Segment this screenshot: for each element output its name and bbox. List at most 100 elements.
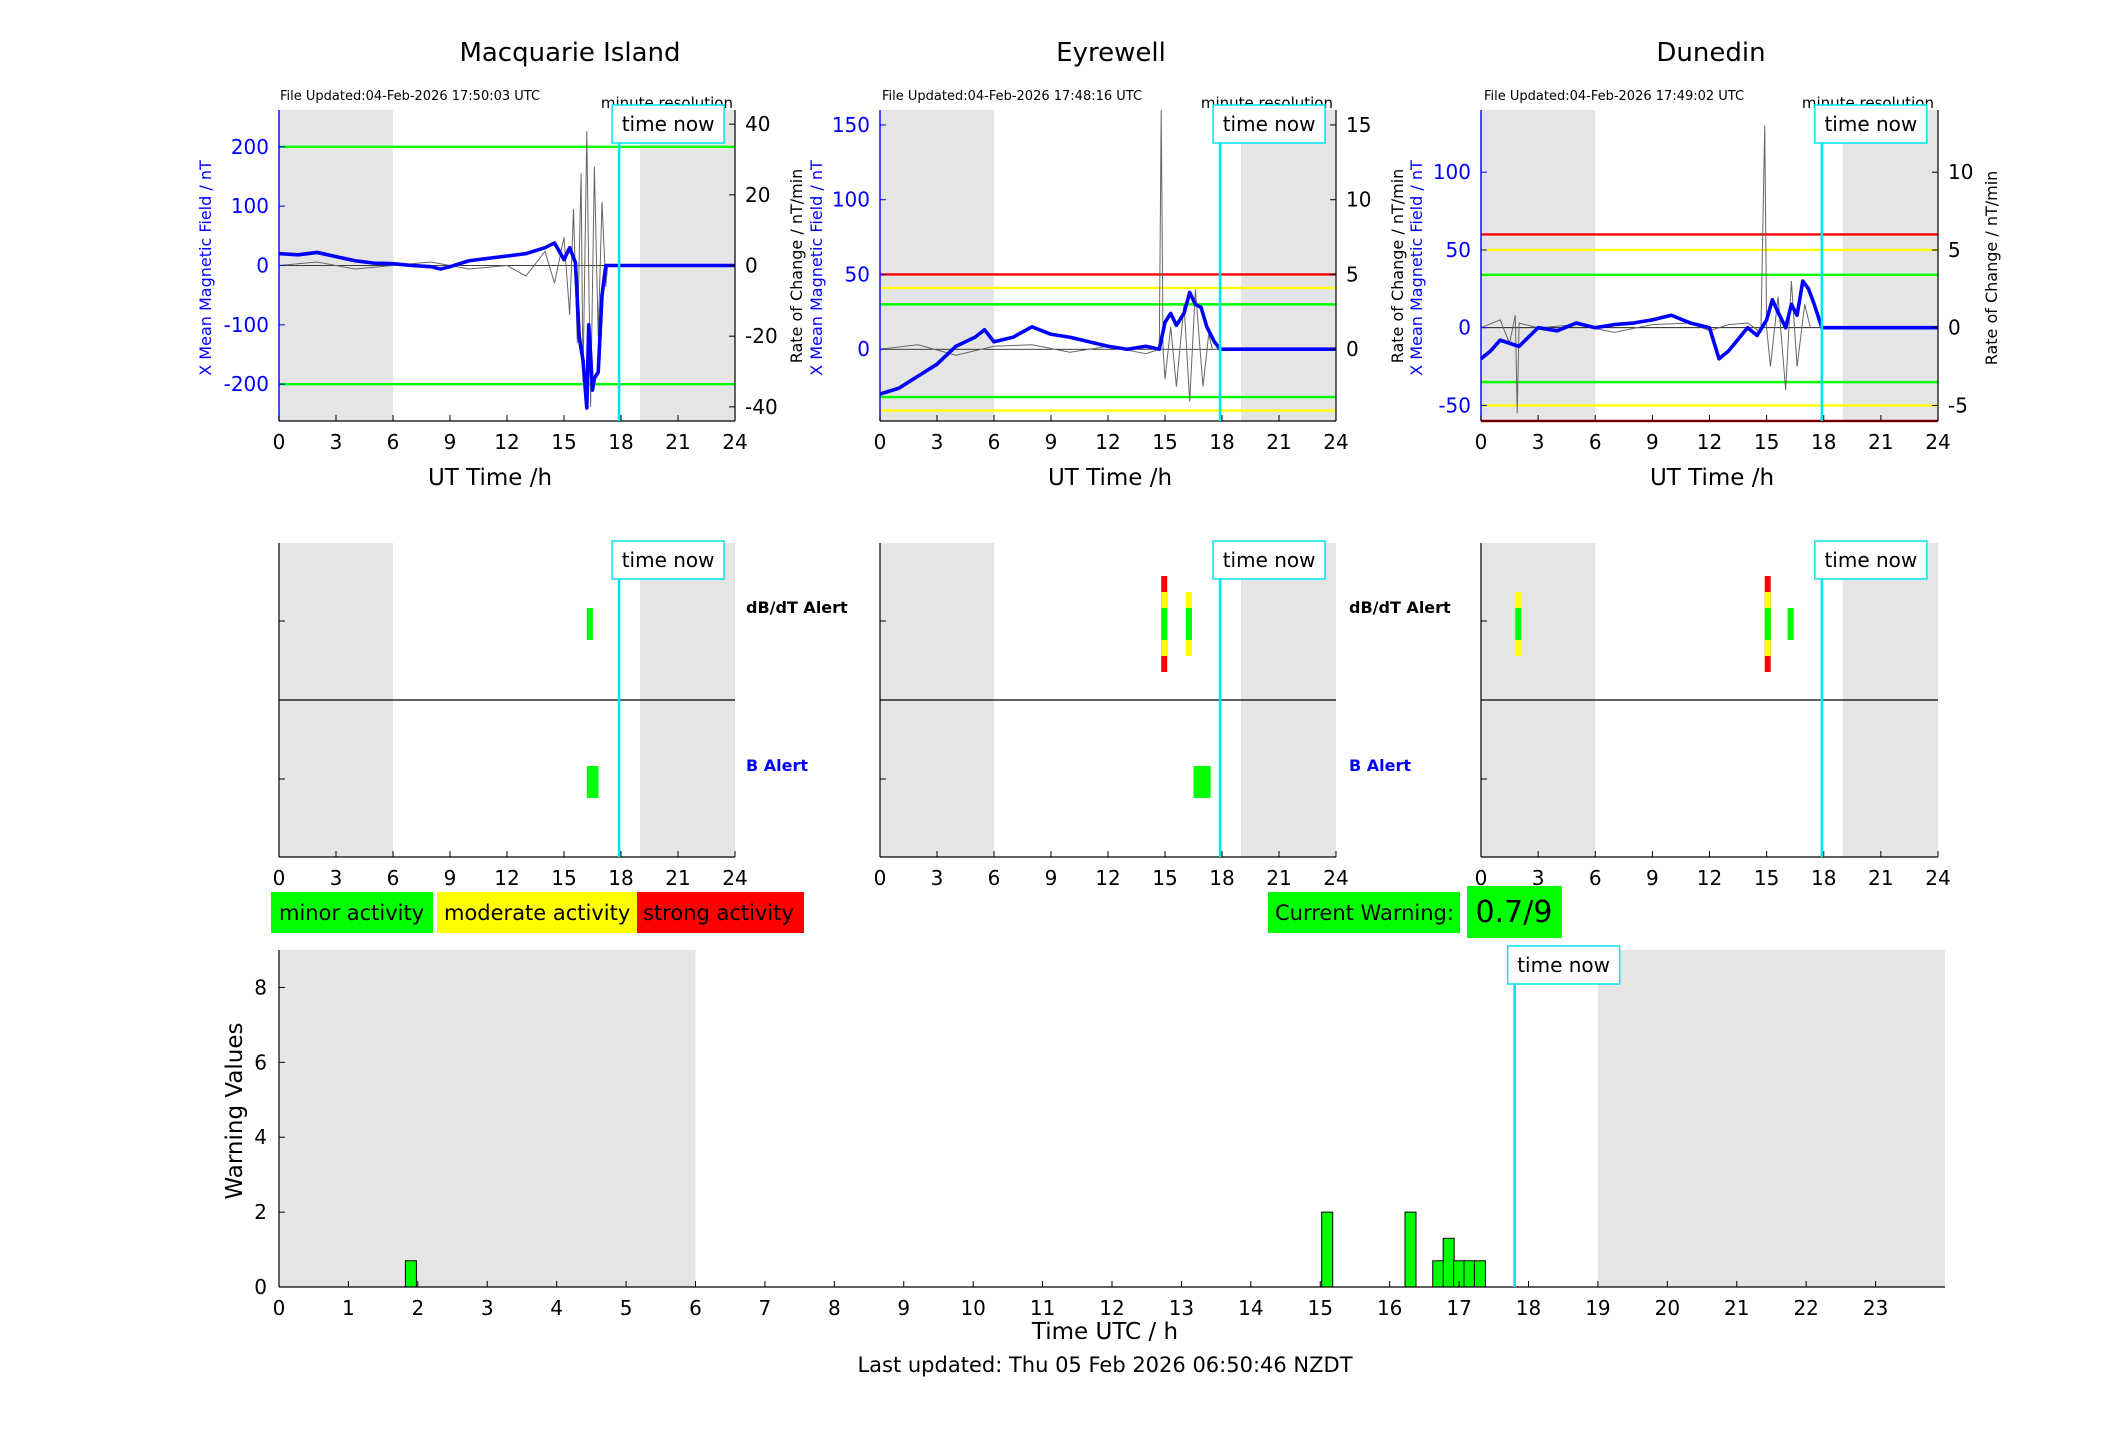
- rate-of-change-series: [278, 131, 609, 407]
- x-tick-label: 18: [1811, 866, 1836, 890]
- x-tick-label: 9: [897, 1296, 910, 1320]
- night-shading: [1241, 110, 1336, 421]
- legend-strong-label: strong activity: [643, 901, 794, 925]
- x-tick-label: 21: [1266, 430, 1291, 454]
- right-y-tick-label: -40: [745, 395, 778, 419]
- station-title: Macquarie Island: [459, 38, 680, 68]
- station-panel-macquarie: Macquarie Island File Updated:04-Feb-202…: [196, 38, 848, 890]
- x-axis-label: UT Time /h: [1650, 465, 1774, 491]
- legend-strong-swatch: [637, 892, 804, 933]
- right-y-axis-label: Rate of Change / nT/min: [787, 169, 806, 364]
- left-y-axis-label: X Mean Magnetic Field / nT: [196, 160, 215, 376]
- right-y-tick-label: 10: [1346, 188, 1371, 212]
- b-alert-bar-minor: [586, 766, 593, 798]
- warning-bar: [1321, 1211, 1334, 1288]
- x-tick-label: 13: [1169, 1296, 1194, 1320]
- x-tick-label: 3: [931, 866, 944, 890]
- x-tick-label: 24: [722, 866, 747, 890]
- x-tick-label: 15: [1308, 1296, 1333, 1320]
- x-tick-label: 14: [1238, 1296, 1263, 1320]
- x-tick-label: 20: [1655, 1296, 1680, 1320]
- night-shading: [1842, 110, 1938, 421]
- activity-legend: minor activity moderate activity strong …: [271, 892, 804, 933]
- left-y-tick-label: 0: [1458, 316, 1471, 340]
- x-tick-label: 18: [608, 430, 633, 454]
- station-title: Dunedin: [1656, 38, 1765, 68]
- file-updated-label: File Updated:04-Feb-2026 17:49:02 UTC: [1484, 89, 1744, 104]
- dbdt-alert-bar-minor: [1764, 608, 1771, 640]
- station-panel-eyrewell: Eyrewell File Updated:04-Feb-2026 17:48:…: [807, 38, 1451, 890]
- x-tick-label: 3: [1532, 866, 1545, 890]
- y-axis-label: Warning Values: [222, 1022, 248, 1199]
- dbdt-alert-bar-minor: [1161, 608, 1168, 640]
- x-tick-label: 24: [1925, 866, 1950, 890]
- dbdt-alert-bar-minor: [1515, 608, 1522, 640]
- x-tick-label: 18: [608, 866, 633, 890]
- warning-values-chart: 0 1 2 3 4 5 6 7 8 9 10 11 12 13 14 15 16 17 18 19 20 21 22 2302…: [222, 945, 1945, 1345]
- magnetic-field-series: [1479, 279, 1938, 361]
- x-tick-label: 6: [1589, 430, 1602, 454]
- x-tick-label: 3: [1532, 430, 1545, 454]
- right-y-axis-label: Rate of Change / nT/min: [1982, 171, 2001, 366]
- b-alert-label: B Alert: [746, 756, 808, 775]
- x-tick-label: 3: [330, 430, 343, 454]
- x-tick-label: 18: [1516, 1296, 1541, 1320]
- right-y-axis-label: Rate of Change / nT/min: [1388, 169, 1407, 364]
- last-updated: Last updated: Thu 05 Feb 2026 06:50:46 N…: [857, 1353, 1352, 1377]
- x-tick-label: 15: [1152, 866, 1177, 890]
- warning-plot: 0 1 2 3 4 5 6 7 8 9 10 11 12 13 14 15 16 17 18 19 20 21 22 2302…: [254, 945, 1945, 1320]
- y-tick-label: 4: [254, 1125, 267, 1149]
- x-tick-label: 0: [874, 866, 887, 890]
- time-now-box: [1212, 104, 1326, 144]
- x-tick-label: 21: [1266, 866, 1291, 890]
- x-tick-label: 3: [931, 430, 944, 454]
- x-tick-label: 3: [481, 1296, 494, 1320]
- x-tick-label: 24: [722, 430, 747, 454]
- night-shading: [279, 950, 696, 1287]
- left-y-axis-label: X Mean Magnetic Field / nT: [1407, 160, 1426, 376]
- left-y-axis-label: X Mean Magnetic Field / nT: [807, 160, 826, 376]
- x-tick-label: 8: [828, 1296, 841, 1320]
- time-now-label: time now: [622, 112, 715, 136]
- x-tick-label: 12: [494, 866, 519, 890]
- time-now-box: [1212, 540, 1326, 580]
- x-tick-label: 18: [1209, 866, 1234, 890]
- x-tick-label: 9: [444, 430, 457, 454]
- time-now-label: time now: [1824, 112, 1917, 136]
- x-tick-label: 15: [551, 430, 576, 454]
- x-tick-label: 9: [1045, 866, 1058, 890]
- magnetic-field-series: [879, 290, 1336, 396]
- night-shading: [1597, 950, 1945, 1287]
- rate-of-change-series: [1480, 125, 1811, 414]
- x-tick-label: 9: [1646, 866, 1659, 890]
- x-tick-label: 15: [551, 866, 576, 890]
- x-tick-label: 15: [1754, 866, 1779, 890]
- x-tick-label: 12: [1095, 430, 1120, 454]
- x-tick-label: 9: [1646, 430, 1659, 454]
- left-y-tick-label: 100: [832, 188, 870, 212]
- time-now-box: [1814, 540, 1928, 580]
- x-axis-label: Time UTC / h: [1031, 1319, 1178, 1345]
- left-y-tick-label: 100: [1433, 160, 1471, 184]
- station-panel-dunedin: Dunedin File Updated:04-Feb-2026 17:49:0…: [1407, 38, 2001, 890]
- warning-bar: [1473, 1260, 1486, 1288]
- dbdt-alert-bar-minor: [1787, 608, 1794, 640]
- alert-plot: 0 3 6 9 12 15 18 21 24 time now: [874, 540, 1349, 890]
- right-y-tick-label: 40: [745, 112, 770, 136]
- left-y-tick-label: -100: [224, 313, 269, 337]
- legend-minor-swatch: [271, 892, 433, 933]
- right-y-tick-label: 0: [745, 254, 758, 278]
- time-now-box: [611, 104, 725, 144]
- night-shading: [1481, 110, 1596, 421]
- right-y-tick-label: 5: [1346, 262, 1359, 286]
- right-y-tick-label: 10: [1948, 160, 1973, 184]
- right-y-tick-label: 0: [1346, 337, 1359, 361]
- x-tick-label: 0: [1475, 866, 1488, 890]
- left-y-tick-label: 50: [845, 262, 870, 286]
- x-tick-label: 12: [1095, 866, 1120, 890]
- time-now-label: time now: [1517, 953, 1610, 977]
- x-tick-label: 16: [1377, 1296, 1402, 1320]
- x-tick-label: 12: [1697, 430, 1722, 454]
